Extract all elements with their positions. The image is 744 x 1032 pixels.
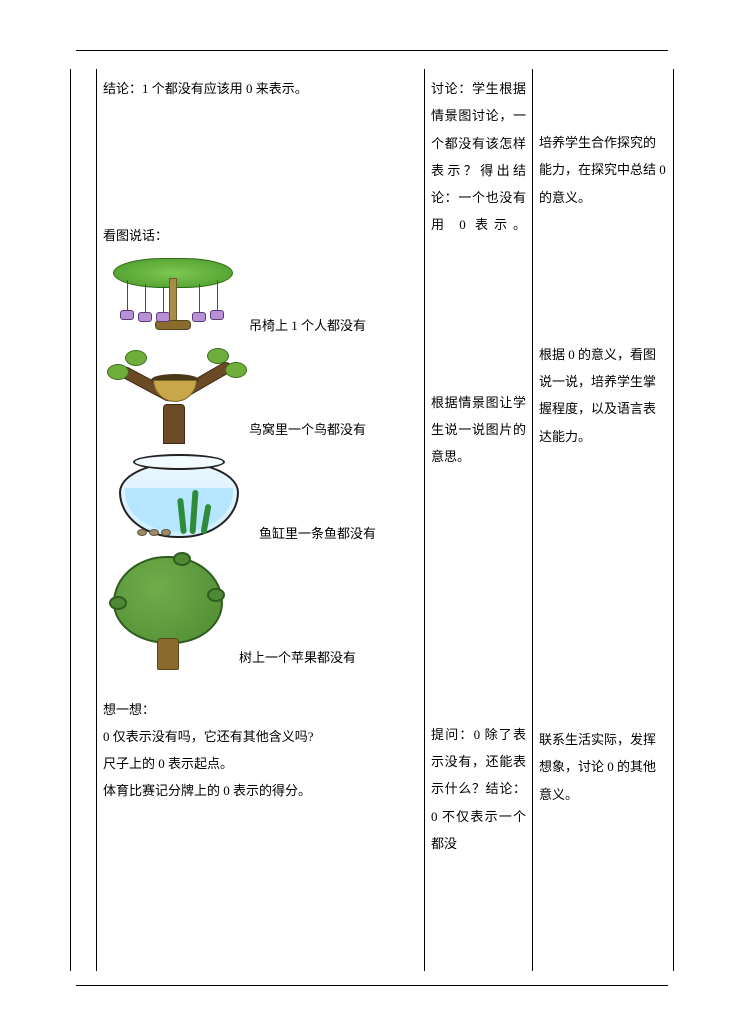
figure-caption: 鱼缸里一条鱼都没有 — [253, 520, 376, 547]
col-empty — [71, 69, 97, 971]
footer-rule — [76, 985, 668, 986]
intent-p1: 培养学生合作探究的能力，在探究中总结 0 的意义。 — [539, 129, 667, 211]
look-talk-label: 看图说话： — [103, 222, 418, 249]
tree-icon — [103, 552, 233, 672]
ruler-text: 尺子上的 0 表示起点。 — [103, 750, 418, 777]
document-page: 结论：1 个都没有应该用 0 来表示。 看图说话： 吊椅上 1 个人都没有 — [0, 0, 744, 1032]
figure-row-nest: 鸟窝里一个鸟都没有 — [103, 344, 418, 444]
think-label: 想一想： — [103, 696, 418, 723]
bird-nest-icon — [103, 344, 243, 444]
figure-caption: 树上一个苹果都没有 — [233, 644, 356, 671]
header-rule — [76, 50, 668, 51]
figure-row-tree: 树上一个苹果都没有 — [103, 552, 418, 672]
fish-bowl-icon — [103, 448, 253, 548]
intent-p3: 联系生活实际，发挥想象，讨论 0 的其他意义。 — [539, 726, 667, 808]
intent-p2: 根据 0 的意义，看图说一说，培养学生掌握程度，以及语言表达能力。 — [539, 341, 667, 450]
table-row: 结论：1 个都没有应该用 0 来表示。 看图说话： 吊椅上 1 个人都没有 — [71, 69, 674, 971]
figure-row-bowl: 鱼缸里一条鱼都没有 — [103, 448, 418, 548]
figure-caption: 鸟窝里一个鸟都没有 — [243, 416, 366, 443]
scoreboard-text: 体育比赛记分牌上的 0 表示的得分。 — [103, 777, 418, 804]
discuss-text: 讨论：学生根据情景图讨论，一个都没有该怎样表示？得出结论：一个也没有用 0 表示… — [431, 75, 526, 239]
col-student-activity: 讨论：学生根据情景图讨论，一个都没有该怎样表示？得出结论：一个也没有用 0 表示… — [425, 69, 533, 971]
figure-row-swing: 吊椅上 1 个人都没有 — [103, 250, 418, 340]
according-text: 根据情景图让学生说一说图片的意思。 — [431, 389, 526, 471]
figure-caption: 吊椅上 1 个人都没有 — [243, 312, 366, 339]
col-teaching-content: 结论：1 个都没有应该用 0 来表示。 看图说话： 吊椅上 1 个人都没有 — [97, 69, 425, 971]
ask-text: 提问：0 除了表示没有，还能表示什么？结论：0 不仅表示一个都没 — [431, 721, 526, 857]
conclusion-text: 结论：1 个都没有应该用 0 来表示。 — [103, 75, 418, 102]
swing-carousel-icon — [103, 250, 243, 340]
col-design-intent: 培养学生合作探究的能力，在探究中总结 0 的意义。 根据 0 的意义，看图说一说… — [533, 69, 674, 971]
lesson-plan-table: 结论：1 个都没有应该用 0 来表示。 看图说话： 吊椅上 1 个人都没有 — [70, 69, 674, 971]
think-question: 0 仅表示没有吗，它还有其他含义吗? — [103, 723, 418, 750]
